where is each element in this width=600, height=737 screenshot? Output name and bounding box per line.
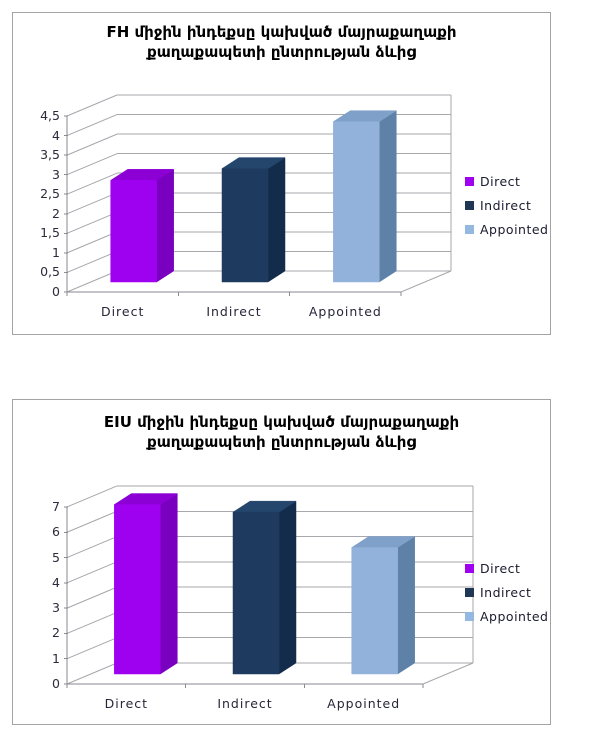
eiu-legend: Direct Indirect Appointed — [465, 556, 549, 628]
legend-swatch-direct-icon — [465, 176, 474, 186]
bar-appointed-front-face — [351, 547, 398, 675]
x-axis-category-label-appointed: Appointed — [308, 304, 382, 319]
y-axis-tick-label: 1,5 — [40, 225, 60, 241]
y-axis-tick-label: 4,5 — [40, 108, 60, 123]
fh-chart-panel: FH միջին ինդեքսը կախված մայրաքաղաքի քաղա… — [12, 12, 551, 335]
eiu-chart-title-line2: քաղաքապետի ընտրության ձևից — [146, 433, 417, 451]
gridline-diagonal — [66, 510, 118, 533]
legend-item-appointed: Appointed — [465, 604, 549, 628]
legend-label-direct: Direct — [480, 560, 521, 576]
bar-direct-side-face — [160, 493, 178, 675]
gridline-diagonal — [66, 94, 118, 117]
y-axis-tick-label: 0,5 — [40, 264, 60, 280]
legend-swatch-appointed-icon — [465, 611, 474, 621]
y-axis-tick-label: 3 — [52, 166, 60, 182]
x-axis-category-label-direct: Direct — [100, 304, 145, 319]
gridline-diagonal — [66, 536, 118, 559]
legend-item-indirect: Indirect — [465, 193, 549, 217]
gridline-diagonal — [66, 211, 118, 234]
legend-label-indirect: Indirect — [480, 584, 532, 600]
y-axis-tick-label: 2 — [52, 625, 60, 641]
bar-indirect-side-face — [278, 500, 297, 675]
gridline-diagonal — [66, 561, 118, 584]
y-axis-tick-label: 0 — [52, 284, 60, 299]
gridline-diagonal — [66, 133, 118, 156]
fh-plot-area: 0 0,5 1 1,5 2 2,5 3 3,5 4 4,5 Direct Indirect Appoin… — [13, 13, 550, 334]
y-axis-tick-label: 0 — [52, 676, 60, 691]
y-axis-tick-label: 3 — [52, 600, 60, 616]
bar-indirect-front-face — [221, 168, 269, 283]
gridline-diagonal — [66, 231, 118, 254]
gridline-diagonal — [66, 114, 118, 137]
legend-item-direct: Direct — [465, 169, 549, 193]
floor-right-edge — [422, 662, 474, 685]
gridline-diagonal — [66, 270, 118, 293]
y-axis-tick-label: 5 — [52, 549, 60, 565]
plot-canvas — [64, 485, 474, 688]
x-axis-category-label-appointed: Appointed — [327, 696, 401, 711]
fh-chart-title: FH միջին ինդեքսը կախված մայրաքաղաքի քաղա… — [13, 13, 550, 62]
y-axis-tick-label: 1 — [52, 650, 60, 666]
eiu-chart-title-line1: EIU միջին ինդեքսը կախված մայրաքաղաքի — [103, 413, 460, 431]
legend-swatch-indirect-icon — [465, 587, 474, 597]
bar-direct-side-face — [156, 168, 174, 283]
bar-appointed-front-face — [333, 121, 380, 283]
y-axis-tick-label: 2,5 — [40, 186, 60, 202]
gridline-diagonal — [66, 611, 118, 634]
legend-item-indirect: Indirect — [465, 580, 549, 604]
gridline-diagonal — [66, 586, 118, 609]
bar-indirect-side-face — [267, 157, 286, 283]
y-axis-tick-label: 4 — [52, 574, 60, 590]
legend-label-appointed: Appointed — [480, 221, 549, 237]
bar-indirect-front-face — [232, 511, 280, 675]
legend-item-direct: Direct — [465, 556, 549, 580]
floor-right-edge — [400, 270, 452, 293]
legend-swatch-appointed-icon — [465, 224, 474, 234]
legend-label-direct: Direct — [480, 173, 521, 189]
gridline-diagonal — [66, 637, 118, 660]
fh-chart-title-line1: FH միջին ինդեքսը կախված մայրաքաղաքի — [106, 23, 457, 41]
fh-legend: Direct Indirect Appointed — [465, 169, 549, 241]
bar-appointed-side-face — [379, 110, 397, 283]
x-axis-category-label-direct: Direct — [104, 696, 149, 711]
eiu-chart-panel: EIU միջին ինդեքսը կախված մայրաքաղաքի քաղ… — [12, 399, 551, 725]
x-axis-category-label-indirect: Indirect — [206, 304, 262, 319]
gridline-diagonal — [66, 250, 118, 273]
gridline-diagonal — [66, 172, 118, 195]
bar-direct-front-face — [110, 180, 157, 283]
legend-item-appointed: Appointed — [465, 217, 549, 241]
legend-label-appointed: Appointed — [480, 608, 549, 624]
legend-swatch-indirect-icon — [465, 200, 474, 210]
y-axis-tick-label: 7 — [52, 498, 60, 514]
eiu-plot-area: 0 1 2 3 4 5 6 7 Direct Indirect Appointed — [13, 400, 550, 724]
y-axis-tick-label: 6 — [52, 524, 60, 540]
gridline-diagonal — [66, 192, 118, 215]
y-axis-tick-label: 4 — [52, 127, 60, 143]
y-axis-tick-label: 1 — [52, 244, 60, 260]
bar-appointed-side-face — [397, 536, 415, 675]
y-axis-tick-label: 3,5 — [40, 147, 60, 163]
eiu-chart-title: EIU միջին ինդեքսը կախված մայրաքաղաքի քաղ… — [13, 400, 550, 452]
legend-label-indirect: Indirect — [480, 197, 532, 213]
gridline-diagonal — [66, 662, 118, 685]
plot-canvas — [64, 94, 452, 296]
bar-direct-front-face — [114, 504, 161, 675]
gridline-diagonal — [66, 153, 118, 176]
x-axis-category-label-indirect: Indirect — [217, 696, 273, 711]
y-axis-tick-label: 2 — [52, 205, 60, 221]
legend-swatch-direct-icon — [465, 563, 474, 573]
fh-chart-title-line2: քաղաքապետի ընտրության ձևից — [146, 43, 417, 61]
gridline-diagonal — [66, 485, 118, 508]
